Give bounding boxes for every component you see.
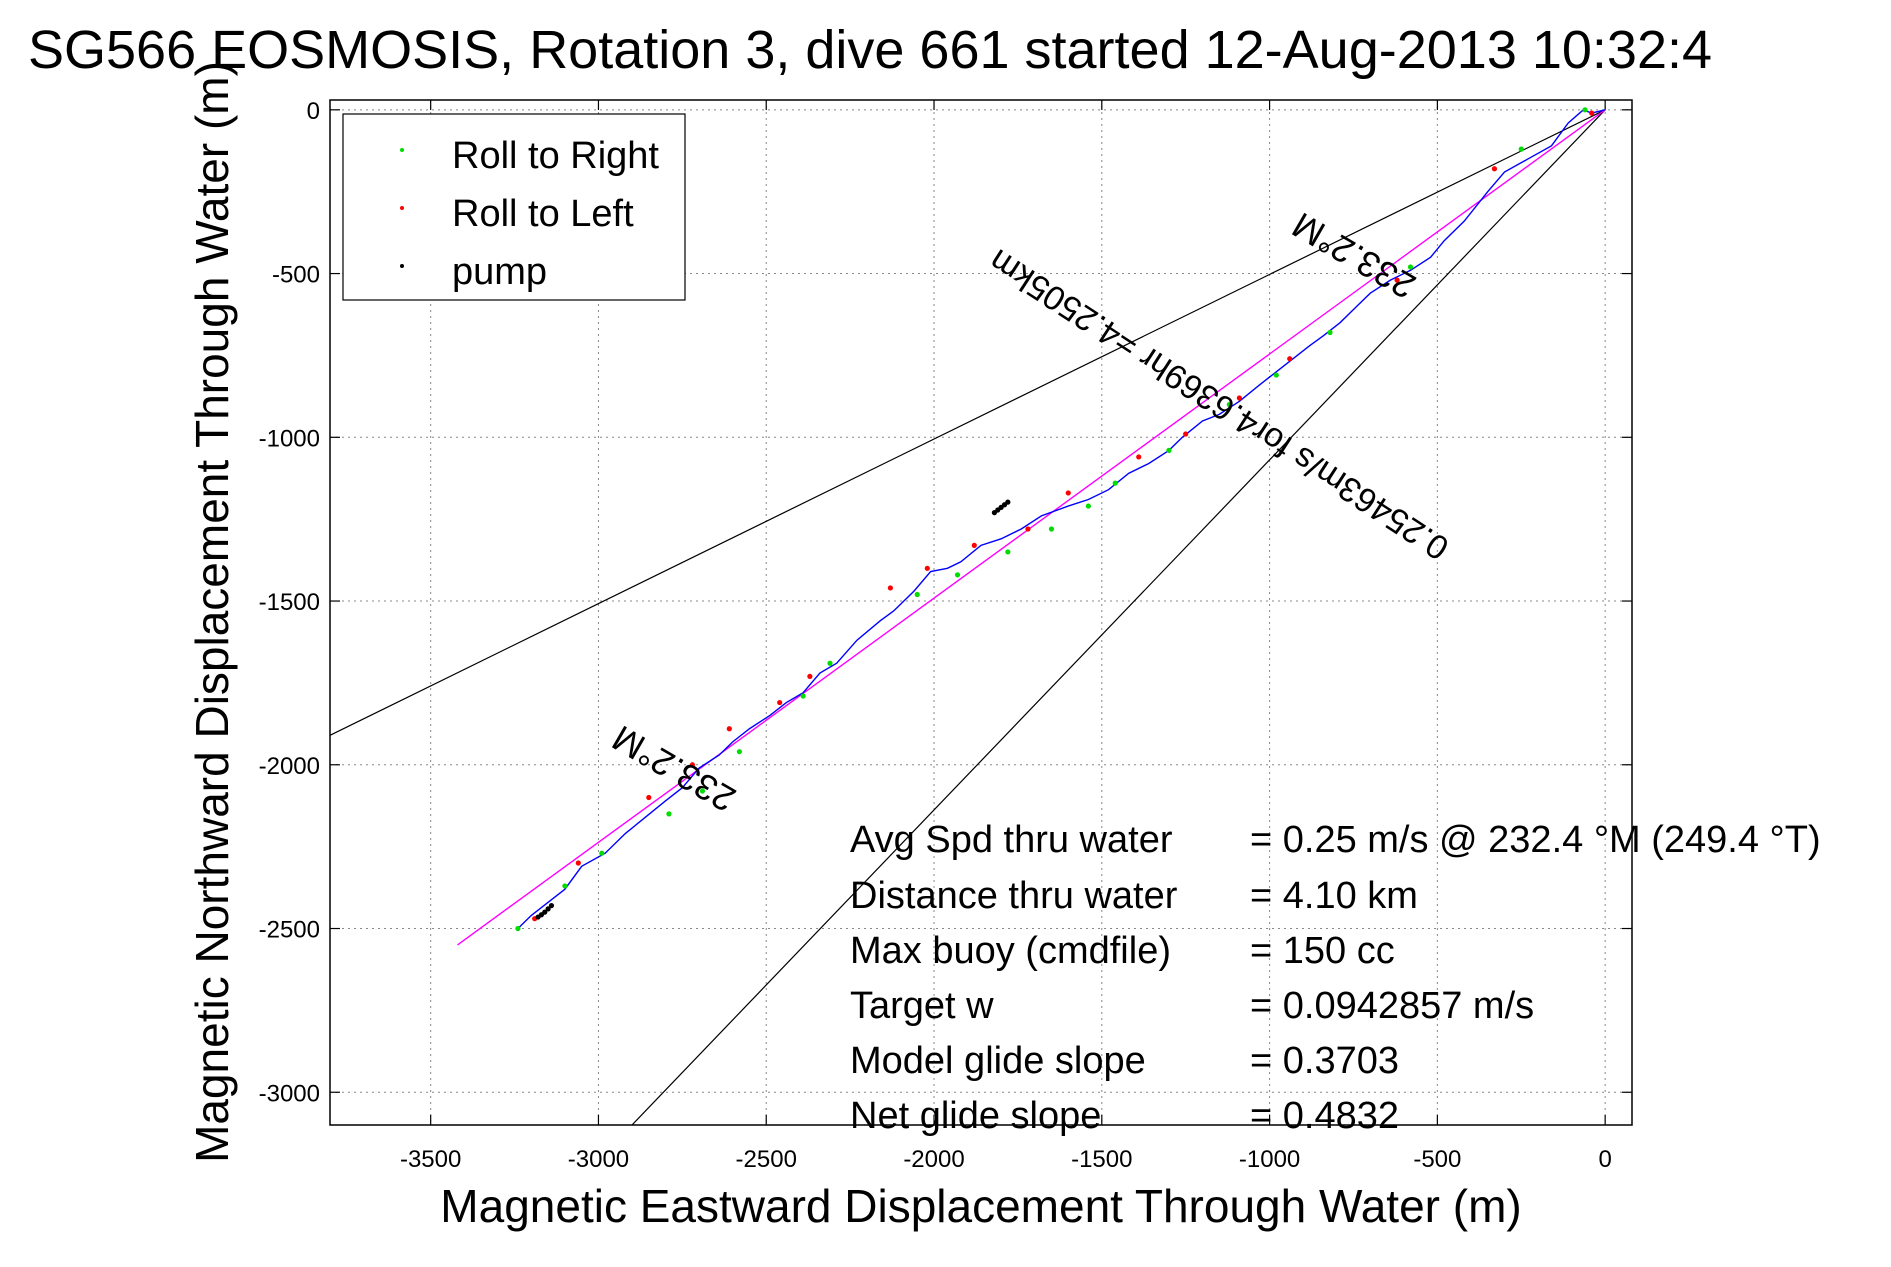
stat-value-target-w: = 0.0942857 m/s [1250,985,1534,1027]
roll-left-point [924,565,930,571]
legend-marker-pump [400,264,404,268]
roll-left-point [646,794,652,801]
glider-track-line [517,109,1606,930]
data-layer [330,107,1606,1125]
y-axis-ticks: 0 -500 -1000 -1500 -2000 -2500 -3000 [259,98,1632,1107]
x-tick-label: -2500 [736,1146,797,1173]
stat-label-model-glide: Model glide slope [850,1040,1146,1082]
x-tick-label: -3000 [568,1146,629,1173]
chart-title: SG566 EOSMOSIS, Rotation 3, dive 661 sta… [28,20,1712,80]
legend-box [342,113,686,301]
roll-left-point [807,673,813,679]
roll-left-point [1589,110,1595,116]
y-tick-label: -2500 [259,917,320,944]
y-tick-label: -2000 [259,753,320,780]
roll-left-point [1394,277,1400,283]
x-tick-label: 0 [1598,1146,1611,1173]
roll-right-point [1085,503,1091,509]
x-tick-label: -1000 [1239,1146,1300,1173]
stat-label-max-buoy: Max buoy (cmdfile) [850,930,1171,972]
y-tick-label: -500 [272,262,320,289]
x-tick-label: -3500 [400,1146,461,1173]
stat-value-net-glide: = 0.4832 [1250,1095,1399,1137]
roll-right-point [800,693,806,699]
legend-marker-roll-left [400,206,404,210]
stat-label-net-glide: Net glide slope [850,1095,1101,1137]
legend: Roll to Right Roll to Left pump [342,113,686,301]
roll-right-point [1518,146,1524,152]
x-tick-label: -500 [1413,1146,1461,1173]
roll-left-point [1183,431,1189,437]
roll-right-point [1112,480,1118,486]
roll-left-point [1287,356,1293,362]
y-tick-label: 0 [307,98,320,125]
roll-right-point [954,572,961,578]
roll-right-point [599,850,605,856]
roll-left-point [887,585,893,591]
roll-right-point [1327,329,1333,336]
stat-value-avg-speed: = 0.25 m/s @ 232.4 °M (249.4 °T) [1250,819,1821,861]
roll-left-point [689,762,696,768]
roll-left-point [1491,166,1498,172]
roll-right-point [1226,401,1232,408]
roll-right-point [699,788,706,794]
roll-left-point [1065,490,1071,496]
roll-right-point [1005,549,1011,555]
roll-right-point [736,749,742,755]
roll-right-point [562,883,568,889]
stat-value-model-glide: = 0.3703 [1250,1040,1399,1082]
roll-left-point [777,699,783,706]
y-tick-label: -1500 [259,589,320,616]
roll-left-point [1025,526,1031,532]
legend-label-roll-right: Roll to Right [452,135,659,177]
stat-label-distance: Distance thru water [850,875,1178,917]
roll-right-point [1407,264,1414,270]
y-tick-label: -1000 [259,425,320,452]
y-tick-label: -3000 [259,1080,320,1107]
roll-right-point [914,591,920,598]
stat-value-max-buoy: = 150 cc [1250,930,1395,972]
y-axis-label: Magnetic Northward Displacement Through … [186,61,238,1163]
stat-value-distance: = 4.10 km [1250,875,1418,917]
roll-right-point [1273,372,1279,378]
plot-area-frame [329,99,1633,1126]
x-axis-ticks: -3500 -3000 -2500 -2000 -1500 -1000 -500 0 [400,100,1612,1173]
x-tick-label: -1500 [1071,1146,1132,1173]
pump-point [1005,499,1011,505]
roll-right-point [1048,526,1055,532]
pump-point [548,902,555,909]
x-axis-label: Magnetic Eastward Displacement Through W… [440,1180,1521,1232]
roll-right-point [666,811,672,817]
roll-left-point [575,860,581,866]
roll-left-point [1136,454,1142,460]
stat-label-avg-speed: Avg Spd thru water [850,819,1173,861]
roll-right-point [1166,447,1172,453]
average-track-line [457,109,1606,946]
pump-point [535,914,541,920]
roll-right-point [827,660,833,666]
roll-right-point [1582,107,1588,113]
heading-cone-line [330,109,1606,736]
legend-label-pump: pump [452,251,547,293]
pump-point [545,906,551,912]
stat-label-target-w: Target w [850,985,994,1027]
roll-left-point [726,726,732,732]
heading-cone-line [631,109,1606,1125]
legend-marker-roll-right [400,148,404,152]
roll-left-point [1236,395,1242,401]
stats-block: Avg Spd thru water = 0.25 m/s @ 232.4 °M… [850,819,1821,1137]
legend-label-roll-left: Roll to Left [452,193,634,235]
x-tick-label: -2000 [903,1146,964,1173]
roll-left-point [971,542,977,548]
roll-right-point [515,925,521,932]
